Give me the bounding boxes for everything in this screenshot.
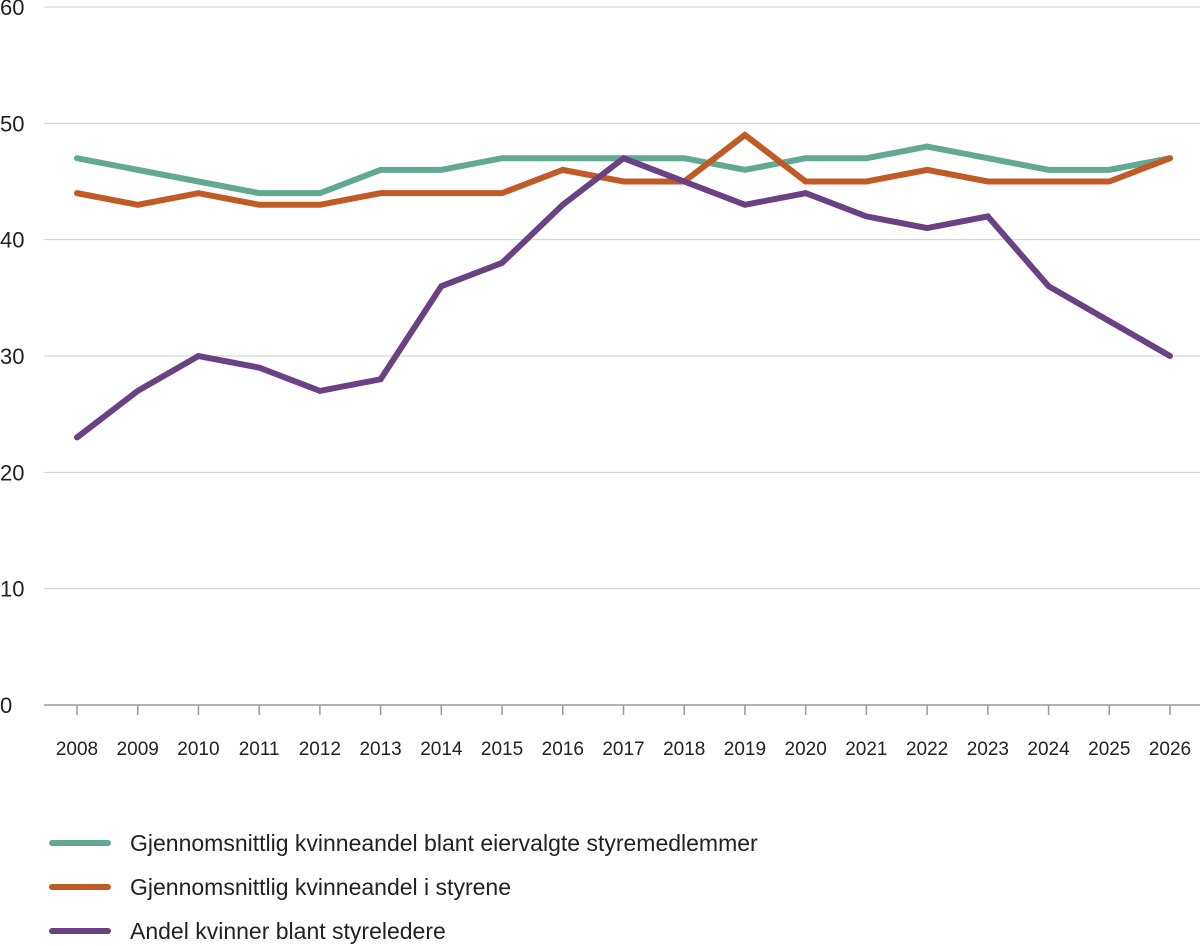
legend-item: Gjennomsnittlig kvinneandel blant eierva… [49, 830, 758, 856]
x-tick-label: 2018 [663, 739, 705, 760]
x-tick-label: 2016 [542, 739, 584, 760]
series-line-1 [74, 143, 1173, 197]
legend-item: Gjennomsnittlig kvinneandel i styrene [49, 874, 511, 900]
x-tick-label: 2021 [845, 739, 887, 760]
x-tick-label: 2010 [177, 739, 219, 760]
x-tick-label: 2012 [299, 739, 341, 760]
y-tick-label: 50 [0, 111, 24, 136]
x-tick-label: 2019 [724, 739, 766, 760]
y-tick-label: 60 [0, 0, 24, 20]
x-tick-label: 2022 [906, 739, 948, 760]
series-line-3 [74, 154, 1173, 441]
x-tick-label: 2017 [602, 739, 644, 760]
x-tick-label: 2008 [56, 739, 98, 760]
x-tick-label: 2023 [967, 739, 1009, 760]
series-lines [74, 131, 1173, 441]
legend: Gjennomsnittlig kvinneandel blant eierva… [49, 830, 758, 944]
x-tick-label: 2011 [239, 739, 280, 760]
x-tick-label: 2013 [359, 739, 401, 760]
series-line-2 [74, 131, 1173, 208]
y-tick-label: 30 [0, 344, 24, 369]
y-axis-ticks: 0 10 20 30 40 50 60 [0, 0, 24, 718]
legend-label: Gjennomsnittlig kvinneandel blant eierva… [130, 830, 758, 856]
x-tick-label: 2024 [1027, 739, 1070, 760]
x-tick-label: 2020 [785, 739, 827, 760]
x-tick-label: 2015 [481, 739, 523, 760]
x-axis: 2008 2009 2010 2011 2012 2013 2014 2015 2016 2017… [56, 705, 1191, 760]
gridlines [44, 6, 1200, 706]
x-tick-label: 2014 [420, 739, 463, 760]
y-tick-label: 40 [0, 228, 24, 253]
x-tick-label: 2025 [1088, 739, 1130, 760]
legend-label: Gjennomsnittlig kvinneandel i styrene [130, 874, 511, 900]
x-tick-label: 2026 [1149, 739, 1191, 760]
y-tick-label: 10 [0, 577, 24, 602]
y-tick-label: 0 [0, 693, 12, 718]
y-tick-label: 20 [0, 460, 24, 485]
legend-item: Andel kvinner blant styreledere [49, 918, 446, 944]
x-tick-label: 2009 [117, 739, 159, 760]
legend-label: Andel kvinner blant styreledere [130, 918, 446, 944]
